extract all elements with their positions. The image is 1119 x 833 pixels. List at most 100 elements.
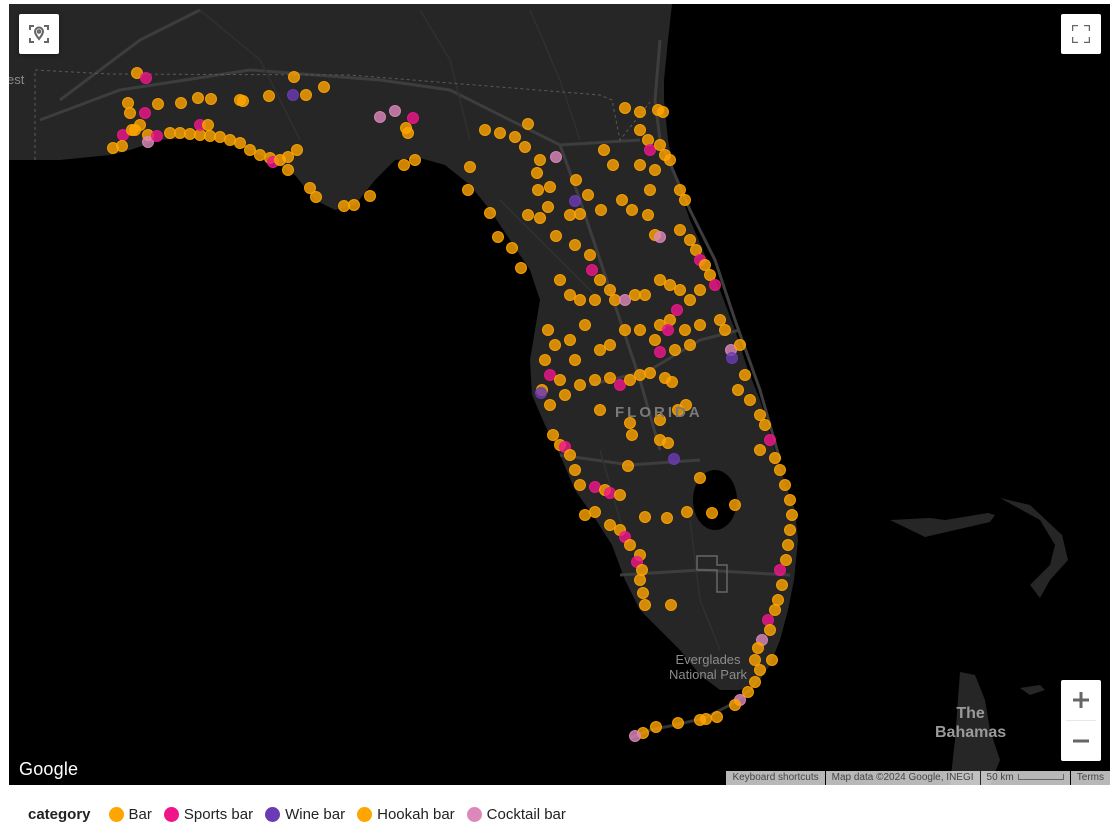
marker-sports-bar[interactable] [709,279,721,291]
marker-bar[interactable] [664,314,676,326]
marker-bar[interactable] [291,144,303,156]
marker-bar[interactable] [782,539,794,551]
marker-bar[interactable] [639,289,651,301]
marker-cocktail-bar[interactable] [142,136,154,148]
marker-bar[interactable] [684,234,696,246]
marker-bar[interactable] [684,294,696,306]
marker-bar[interactable] [624,539,636,551]
marker-bar[interactable] [711,711,723,723]
marker-wine-bar[interactable] [668,453,680,465]
marker-bar[interactable] [649,334,661,346]
marker-bar[interactable] [624,374,636,386]
marker-bar[interactable] [749,654,761,666]
marker-bar[interactable] [679,194,691,206]
marker-bar[interactable] [594,274,606,286]
marker-bar[interactable] [554,274,566,286]
fullscreen-button[interactable] [1061,14,1101,54]
marker-bar[interactable] [494,127,506,139]
marker-bar[interactable] [549,339,561,351]
marker-bar[interactable] [729,499,741,511]
marker-bar[interactable] [204,130,216,142]
marker-bar[interactable] [604,339,616,351]
marker-sports-bar[interactable] [614,379,626,391]
marker-bar[interactable] [544,181,556,193]
marker-sports-bar[interactable] [407,112,419,124]
marker-bar[interactable] [694,472,706,484]
marker-bar[interactable] [642,209,654,221]
marker-bar[interactable] [784,524,796,536]
marker-bar[interactable] [542,201,554,213]
scale-control[interactable]: 50 km [980,771,1070,785]
marker-bar[interactable] [582,189,594,201]
marker-bar[interactable] [479,124,491,136]
marker-bar[interactable] [637,587,649,599]
marker-sports-bar[interactable] [654,346,666,358]
marker-bar[interactable] [574,379,586,391]
marker-bar[interactable] [754,444,766,456]
marker-cocktail-bar[interactable] [654,231,666,243]
marker-bar[interactable] [780,554,792,566]
marker-bar[interactable] [622,460,634,472]
marker-bar[interactable] [579,509,591,521]
marker-bar[interactable] [598,144,610,156]
marker-bar[interactable] [694,319,706,331]
marker-bar[interactable] [134,119,146,131]
marker-bar[interactable] [484,207,496,219]
marker-bar[interactable] [664,154,676,166]
marker-bar[interactable] [288,71,300,83]
marker-bar[interactable] [579,319,591,331]
marker-bar[interactable] [550,230,562,242]
marker-bar[interactable] [694,284,706,296]
marker-bar[interactable] [122,97,134,109]
marker-bar[interactable] [634,159,646,171]
marker-bar[interactable] [539,354,551,366]
marker-bar[interactable] [547,429,559,441]
marker-sports-bar[interactable] [762,614,774,626]
marker-bar[interactable] [752,642,764,654]
marker-bar[interactable] [522,118,534,130]
marker-bar[interactable] [684,339,696,351]
marker-cocktail-bar[interactable] [619,294,631,306]
legend-item-hookah-bar[interactable]: Hookah bar [357,806,455,823]
marker-bar[interactable] [564,334,576,346]
marker-bar[interactable] [604,519,616,531]
marker-bar[interactable] [595,204,607,216]
marker-bar[interactable] [634,324,646,336]
marker-bar[interactable] [644,367,656,379]
marker-bar[interactable] [310,191,322,203]
marker-bar[interactable] [589,506,601,518]
marker-bar[interactable] [636,564,648,576]
marker-bar[interactable] [515,262,527,274]
marker-bar[interactable] [719,324,731,336]
marker-sports-bar[interactable] [671,304,683,316]
marker-bar[interactable] [657,106,669,118]
marker-bar[interactable] [609,294,621,306]
marker-cocktail-bar[interactable] [629,730,641,742]
marker-bar[interactable] [584,249,596,261]
marker-bar[interactable] [564,289,576,301]
marker-bar[interactable] [754,409,766,421]
marker-bar[interactable] [634,369,646,381]
marker-bar[interactable] [616,194,628,206]
marker-bar[interactable] [629,289,641,301]
marker-bar[interactable] [779,479,791,491]
marker-bar[interactable] [661,512,673,524]
marker-bar[interactable] [744,394,756,406]
marker-bar[interactable] [614,489,626,501]
marker-bar[interactable] [569,464,581,476]
marker-bar[interactable] [348,199,360,211]
marker-sports-bar[interactable] [764,434,776,446]
marker-bar[interactable] [531,167,543,179]
marker-bar[interactable] [574,208,586,220]
marker-bar[interactable] [634,124,646,136]
marker-bar[interactable] [680,399,692,411]
marker-bar[interactable] [664,279,676,291]
marker-bar[interactable] [624,417,636,429]
marker-bar[interactable] [237,95,249,107]
marker-bar[interactable] [604,284,616,296]
marker-bar[interactable] [639,599,651,611]
marker-bar[interactable] [254,149,266,161]
marker-bar[interactable] [464,161,476,173]
marker-bar[interactable] [619,102,631,114]
marker-bar[interactable] [669,344,681,356]
